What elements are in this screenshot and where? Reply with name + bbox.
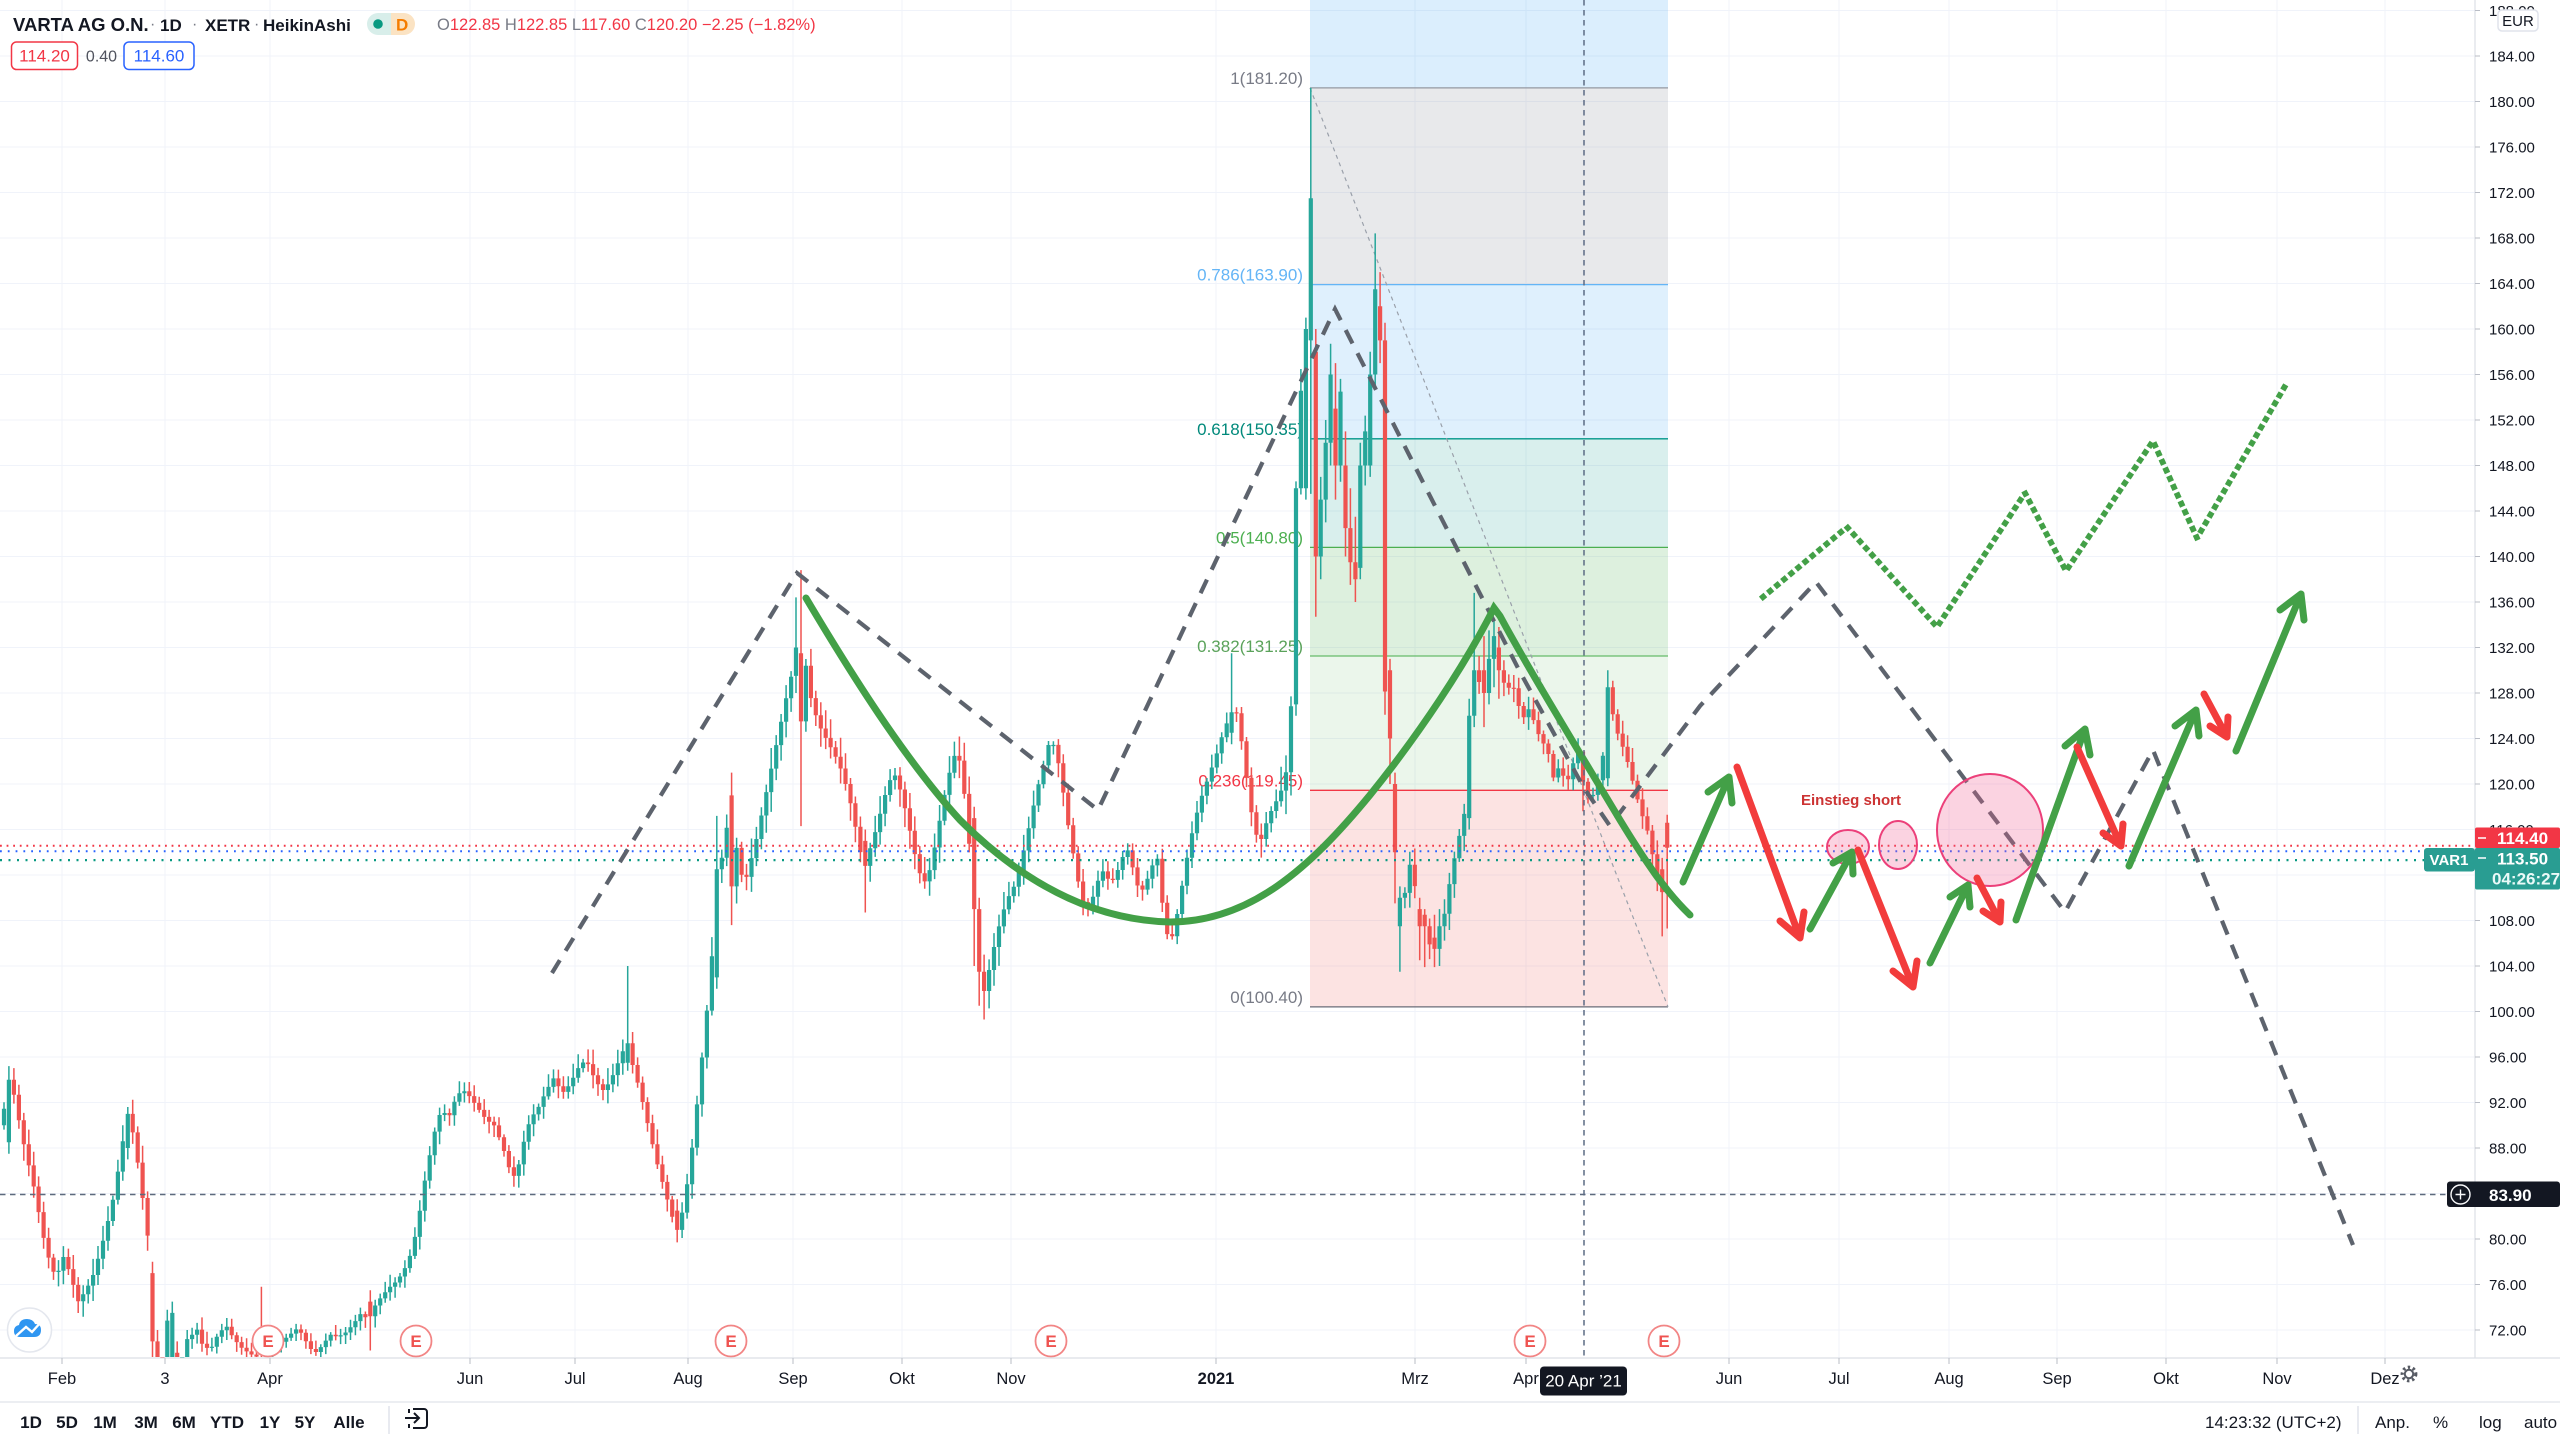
svg-text:E: E (1524, 1332, 1535, 1351)
svg-text:113.50: 113.50 (2497, 850, 2548, 869)
svg-text:%: % (2433, 1413, 2448, 1432)
svg-text:Jul: Jul (564, 1370, 585, 1388)
svg-text:168.00: 168.00 (2489, 231, 2535, 248)
svg-text:3M: 3M (134, 1413, 158, 1432)
svg-text:Anp.: Anp. (2375, 1413, 2410, 1432)
svg-text:152.00: 152.00 (2489, 413, 2535, 430)
svg-text:D: D (396, 16, 408, 35)
svg-text:0.382(131.25): 0.382(131.25) (1197, 637, 1303, 656)
svg-text:148.00: 148.00 (2489, 458, 2535, 475)
svg-text:Jul: Jul (1828, 1370, 1849, 1388)
svg-text:Nov: Nov (996, 1370, 1026, 1388)
svg-text:Einstieg short: Einstieg short (1801, 792, 1901, 809)
svg-text:VARTA AG O.N.: VARTA AG O.N. (13, 14, 149, 35)
svg-text:114.20: 114.20 (19, 47, 70, 66)
svg-text:184.00: 184.00 (2489, 49, 2535, 66)
svg-text:Sep: Sep (2042, 1370, 2071, 1388)
svg-text:120.00: 120.00 (2489, 777, 2535, 794)
svg-text:172.00: 172.00 (2489, 185, 2535, 202)
svg-text:1D: 1D (160, 16, 182, 35)
svg-text:132.00: 132.00 (2489, 640, 2535, 657)
svg-text:88.00: 88.00 (2489, 1141, 2527, 1158)
svg-text:14:23:32 (UTC+2): 14:23:32 (UTC+2) (2205, 1413, 2342, 1432)
svg-text:1(181.20): 1(181.20) (1230, 69, 1303, 88)
svg-text:0(100.40): 0(100.40) (1230, 988, 1303, 1007)
svg-text:180.00: 180.00 (2489, 94, 2535, 111)
svg-text:Jun: Jun (1716, 1370, 1743, 1388)
svg-text:Alle: Alle (333, 1413, 364, 1432)
svg-text:EUR: EUR (2502, 13, 2534, 30)
svg-text:0.40: 0.40 (86, 49, 117, 66)
svg-text:136.00: 136.00 (2489, 595, 2535, 612)
svg-text:04:26:27: 04:26:27 (2492, 870, 2560, 889)
svg-text:O122.85 H122.85 L117.60 C120.2: O122.85 H122.85 L117.60 C120.20 −2.25 (−… (437, 16, 816, 34)
svg-text:E: E (262, 1332, 273, 1351)
svg-text:6M: 6M (172, 1413, 196, 1432)
svg-text:VAR1: VAR1 (2430, 852, 2469, 869)
svg-text:HeikinAshi: HeikinAshi (263, 16, 351, 35)
svg-text:0.786(163.90): 0.786(163.90) (1197, 266, 1303, 285)
svg-text:Sep: Sep (778, 1370, 807, 1388)
svg-text:164.00: 164.00 (2489, 276, 2535, 293)
svg-text:92.00: 92.00 (2489, 1095, 2527, 1112)
svg-text:·: · (192, 16, 197, 33)
svg-text:3: 3 (160, 1370, 169, 1388)
svg-text:auto: auto (2524, 1413, 2557, 1432)
svg-text:96.00: 96.00 (2489, 1050, 2527, 1067)
svg-text:80.00: 80.00 (2489, 1232, 2527, 1249)
svg-text:Mrz: Mrz (1401, 1370, 1429, 1388)
svg-text:0.618(150.35): 0.618(150.35) (1197, 420, 1303, 439)
svg-text:140.00: 140.00 (2489, 549, 2535, 566)
svg-text:Aug: Aug (673, 1370, 702, 1388)
svg-text:5Y: 5Y (295, 1413, 316, 1432)
svg-text:Apr: Apr (257, 1370, 283, 1388)
svg-text:83.90: 83.90 (2489, 1186, 2532, 1205)
svg-text:Nov: Nov (2262, 1370, 2292, 1388)
svg-text:Apr: Apr (1513, 1370, 1539, 1388)
svg-text:E: E (1045, 1332, 1056, 1351)
svg-text:1M: 1M (93, 1413, 117, 1432)
svg-text:5D: 5D (56, 1413, 78, 1432)
svg-text:114.40: 114.40 (2497, 829, 2548, 848)
svg-text:100.00: 100.00 (2489, 1004, 2535, 1021)
svg-text:XETR: XETR (205, 16, 250, 35)
svg-text:160.00: 160.00 (2489, 322, 2535, 339)
svg-text:20 Apr ’21: 20 Apr ’21 (1545, 1372, 1622, 1391)
svg-text:0.5(140.80): 0.5(140.80) (1216, 528, 1303, 547)
svg-text:128.00: 128.00 (2489, 686, 2535, 703)
svg-text:124.00: 124.00 (2489, 731, 2535, 748)
svg-text:YTD: YTD (210, 1413, 244, 1432)
svg-text:108.00: 108.00 (2489, 913, 2535, 930)
svg-text:Okt: Okt (889, 1370, 915, 1388)
svg-text:E: E (410, 1332, 421, 1351)
svg-text:144.00: 144.00 (2489, 504, 2535, 521)
svg-text:114.60: 114.60 (134, 47, 185, 66)
svg-text:E: E (1658, 1332, 1669, 1351)
svg-text:Aug: Aug (1934, 1370, 1963, 1388)
svg-text:·: · (150, 16, 155, 33)
svg-text:76.00: 76.00 (2489, 1277, 2527, 1294)
svg-text:2021: 2021 (1198, 1370, 1235, 1388)
svg-text:Okt: Okt (2153, 1370, 2179, 1388)
svg-text:104.00: 104.00 (2489, 959, 2535, 976)
svg-text:·: · (254, 16, 259, 33)
svg-text:156.00: 156.00 (2489, 367, 2535, 384)
svg-text:1Y: 1Y (260, 1413, 281, 1432)
svg-text:Feb: Feb (48, 1370, 76, 1388)
svg-text:Dez: Dez (2370, 1370, 2399, 1388)
svg-text:1D: 1D (20, 1413, 42, 1432)
svg-text:176.00: 176.00 (2489, 140, 2535, 157)
svg-text:log: log (2479, 1413, 2502, 1432)
svg-text:72.00: 72.00 (2489, 1323, 2527, 1340)
svg-text:Jun: Jun (457, 1370, 484, 1388)
svg-text:E: E (725, 1332, 736, 1351)
